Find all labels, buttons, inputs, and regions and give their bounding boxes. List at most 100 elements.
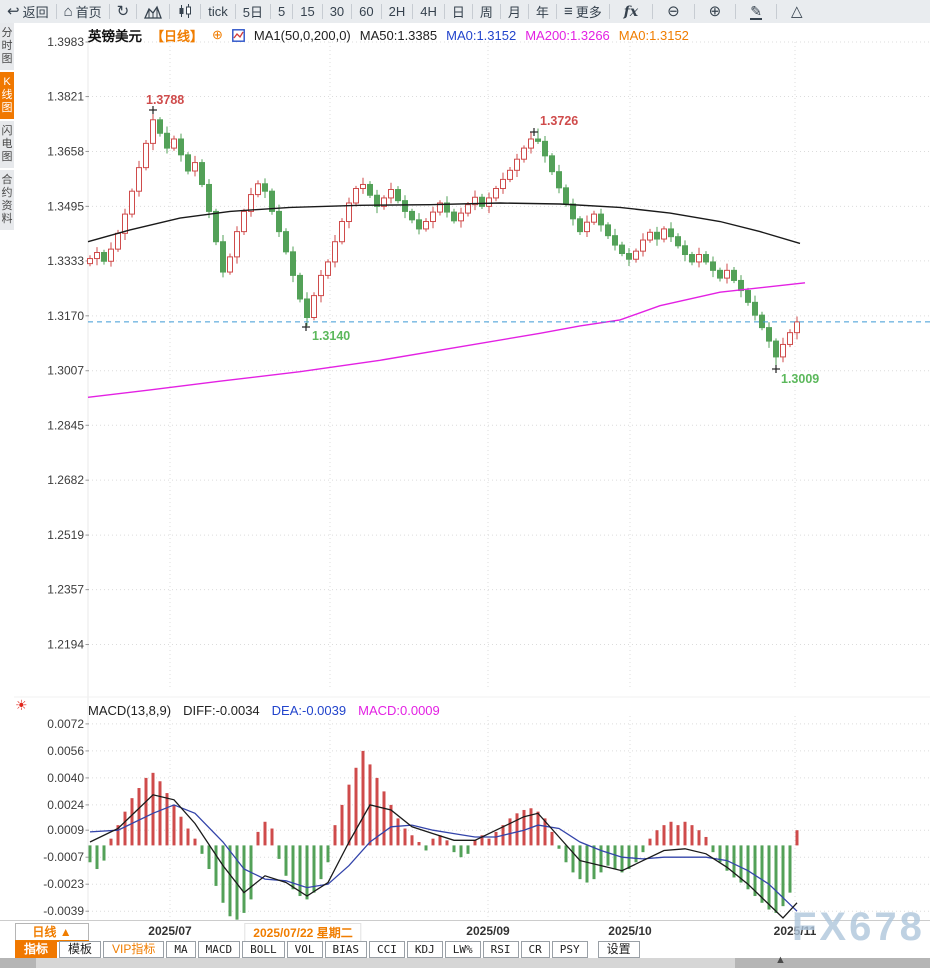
macd-bar-neg xyxy=(557,845,561,849)
candle-up xyxy=(241,210,247,233)
macd-bar-neg xyxy=(298,845,302,897)
toolbar-tf-week[interactable]: 周 xyxy=(473,2,500,21)
price-axis-label: 1.2357 xyxy=(47,583,84,597)
area-icon-outline xyxy=(144,5,163,19)
horizontal-scrollbar[interactable]: ▲ xyxy=(0,954,930,968)
toolbar-tf-5d[interactable]: 5日 xyxy=(236,2,270,21)
candle-down xyxy=(682,245,688,256)
sidebar-item-闪电图[interactable]: 闪电图 xyxy=(0,121,14,170)
macd-axis-label: -0.0023 xyxy=(43,877,84,891)
macd-bar-pos xyxy=(270,828,274,846)
indicator-tab-BIAS[interactable]: BIAS xyxy=(324,941,367,958)
macd-histogram xyxy=(88,750,799,920)
macd-bar-pos xyxy=(109,838,113,846)
indicator-tab-BOLL[interactable]: BOLL xyxy=(242,941,285,958)
toolbar-tf-60[interactable]: 60 xyxy=(352,4,380,19)
macd-bar-pos xyxy=(473,840,477,846)
toolbar-tf-4h[interactable]: 4H xyxy=(413,4,444,19)
indicator-tab-VIP指标[interactable]: VIP指标 xyxy=(103,941,165,958)
indicator-tab-PSY[interactable]: PSY xyxy=(551,941,588,958)
macd-bar-pos xyxy=(354,767,358,846)
toolbar-tf-day[interactable]: 日 xyxy=(445,2,472,21)
period-selector[interactable]: 日线 ▲ xyxy=(15,923,89,941)
indicator-tab-LW%[interactable]: LW% xyxy=(444,941,481,958)
toolbar-zoom-in[interactable]: ⊕ xyxy=(695,4,736,19)
toolbar-back[interactable]: ↩ 返回 xyxy=(0,2,56,21)
macd-bar-pos xyxy=(172,804,176,846)
candle-up xyxy=(507,169,513,180)
indicator-tab-CR[interactable]: CR xyxy=(520,941,550,958)
macd-legend: MACD(13,8,9) DIFF:-0.0034 DEA:-0.0039 MA… xyxy=(88,703,440,718)
toolbar-tf-5[interactable]: 5 xyxy=(271,4,292,19)
sidebar-item-合约资料[interactable]: 合约资料 xyxy=(0,170,14,232)
toolbar-zoom-out[interactable]: ⊖ xyxy=(653,4,694,19)
toolbar-label: 4H xyxy=(420,4,437,19)
indicator-tab-MACD[interactable]: MACD xyxy=(197,941,241,958)
candle-down xyxy=(185,154,191,172)
indicator-tab-模板[interactable]: 模板 xyxy=(59,941,102,958)
toolbar-separator xyxy=(499,4,501,19)
indicator-tab-RSI[interactable]: RSI xyxy=(482,941,519,958)
toolbar-candle-chart[interactable] xyxy=(170,4,200,19)
macd-bar-pos xyxy=(445,840,449,846)
scrollbar-thumb[interactable] xyxy=(735,958,930,968)
sidebar-item-分时图[interactable]: 分时图 xyxy=(0,23,14,72)
toolbar-tf-30[interactable]: 30 xyxy=(323,4,351,19)
toolbar-tf-year[interactable]: 年 xyxy=(529,2,556,21)
candle-down xyxy=(262,183,268,192)
indicator-tab-指标[interactable]: 指标 xyxy=(15,941,58,958)
panel-expand-arrow[interactable]: ▲ xyxy=(775,954,786,966)
toolbar-tf-15[interactable]: 15 xyxy=(293,4,321,19)
toolbar-home[interactable]: ⌂ 首页 xyxy=(57,2,109,21)
toolbar-more[interactable]: ≡ 更多 xyxy=(557,2,609,21)
macd-bar-pos xyxy=(333,825,337,846)
indicator-tab-设置[interactable]: 设置 xyxy=(597,941,640,958)
macd-bar-pos xyxy=(438,835,442,846)
toolbar-area-chart[interactable] xyxy=(137,5,169,19)
sidebar-item-char: 图 xyxy=(1,53,13,65)
toolbar-tf-2h[interactable]: 2H xyxy=(382,4,413,19)
candle-up xyxy=(423,221,429,230)
candle-down xyxy=(745,290,751,303)
toolbar-separator xyxy=(55,4,57,19)
candle-up xyxy=(696,254,702,263)
candle-up xyxy=(227,256,233,273)
toolbar-refresh[interactable]: ↻ xyxy=(110,4,137,19)
candle-down xyxy=(668,228,674,238)
area-chart-icon xyxy=(144,5,163,19)
macd-bar-pos xyxy=(550,831,554,846)
macd-bar-pos xyxy=(795,830,799,846)
macd-bar-neg xyxy=(277,845,281,859)
toolbar-label: 60 xyxy=(359,4,374,19)
toolbar-tf-month[interactable]: 月 xyxy=(501,2,528,21)
indicator-tab-KDJ[interactable]: KDJ xyxy=(406,941,443,958)
toolbar-label: 周 xyxy=(479,5,493,20)
candle-icon-body xyxy=(186,6,192,15)
toolbar-tf-tick[interactable]: tick xyxy=(201,4,235,19)
price-axis-label: 1.2845 xyxy=(47,418,84,432)
toolbar-separator xyxy=(735,4,737,19)
indicator-tab-CCI[interactable]: CCI xyxy=(369,941,405,958)
toolbar-separator xyxy=(443,4,445,19)
candle-down xyxy=(101,252,107,262)
macd-bar-neg xyxy=(767,845,771,910)
indicator-tab-MA[interactable]: MA xyxy=(166,941,196,958)
candle-up xyxy=(192,162,198,172)
indicator-tab-VOL[interactable]: VOL xyxy=(286,941,323,958)
toolbar-label: 首页 xyxy=(75,5,102,20)
candle-up xyxy=(430,211,436,223)
price-axis-label: 1.3983 xyxy=(47,35,84,49)
toolbar-separator xyxy=(136,4,138,19)
macd-bar-pos xyxy=(193,838,197,846)
macd-bar-pos xyxy=(179,816,183,846)
toolbar-shapes[interactable]: △ xyxy=(777,4,817,19)
indicator-settings-icon[interactable]: ☀ xyxy=(15,697,28,713)
toolbar-fx[interactable]: fx xyxy=(610,5,652,19)
toolbar-draw[interactable]: ✎ xyxy=(736,4,776,20)
add-overlay-icon[interactable]: ⊕ xyxy=(212,27,223,42)
scrollbar-left-cap[interactable] xyxy=(0,958,36,968)
macd-bar-pos xyxy=(704,836,708,846)
macd-bar-neg xyxy=(326,845,330,863)
